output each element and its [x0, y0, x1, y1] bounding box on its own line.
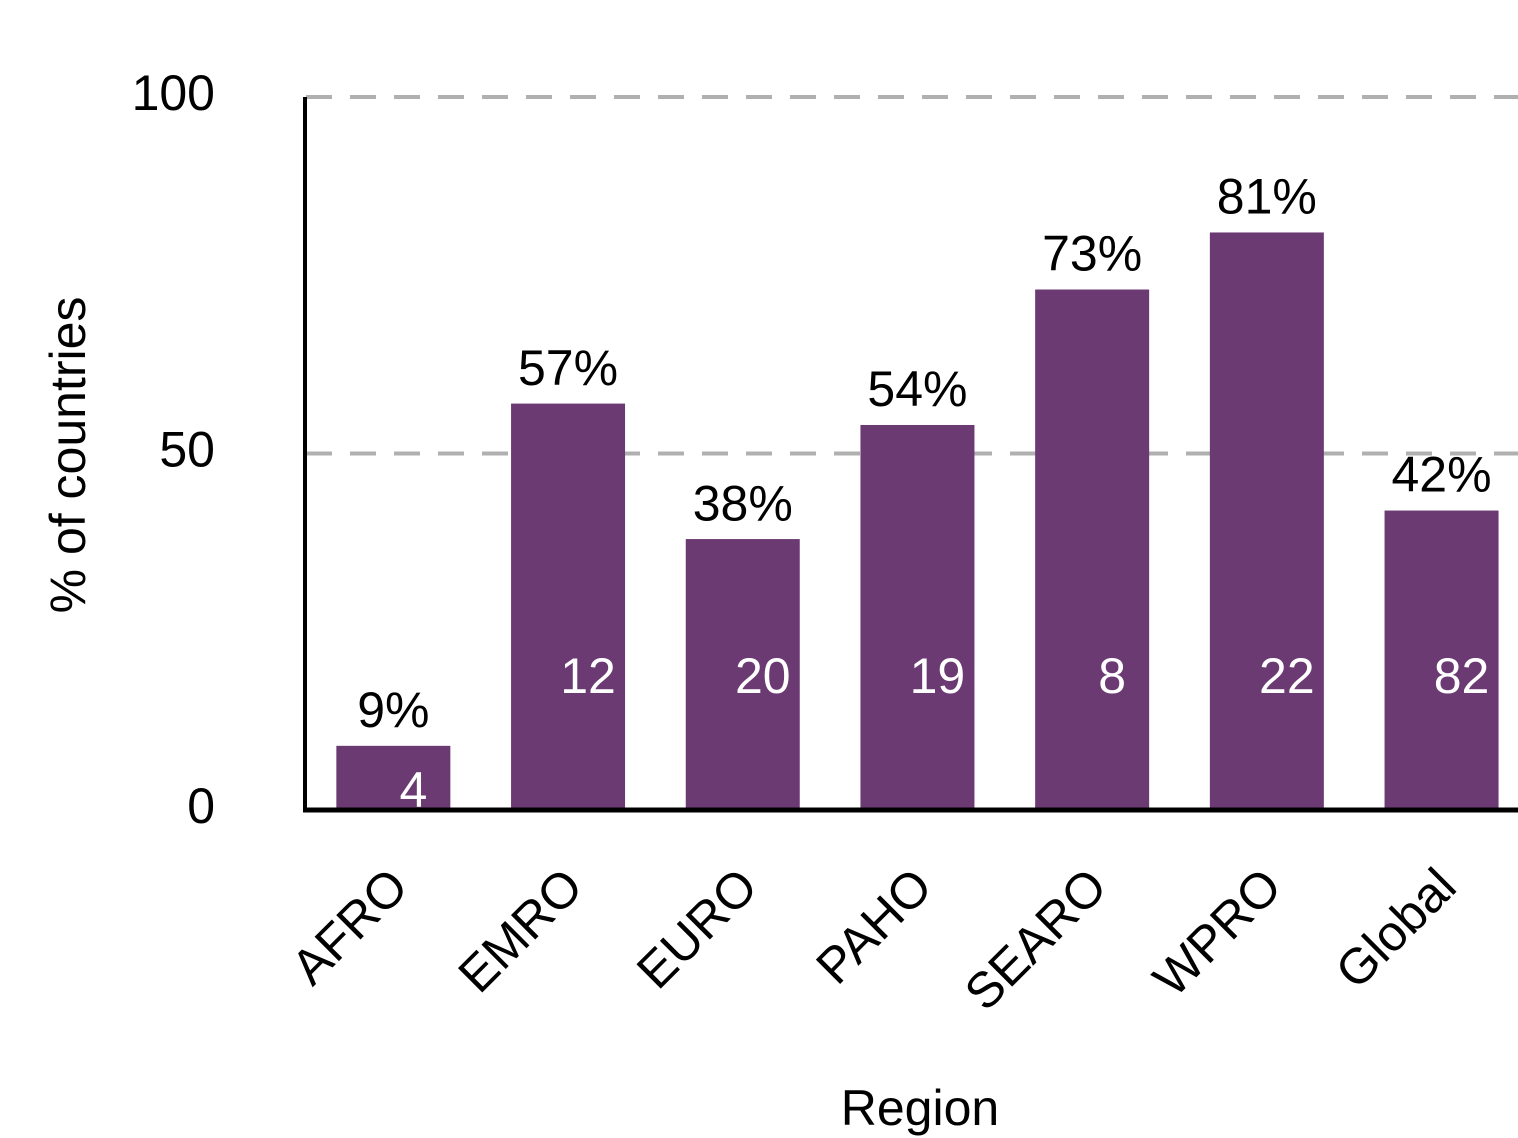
- y-axis-label: % of countries: [40, 297, 96, 614]
- x-tick-label: SEARO: [954, 858, 1117, 1021]
- bar: [860, 424, 975, 810]
- bar: [1384, 510, 1499, 810]
- x-tick-label: PAHO: [805, 858, 942, 995]
- x-axis-label: Region: [841, 1080, 999, 1136]
- bar: [1035, 289, 1150, 810]
- value-label: 54%: [867, 361, 967, 417]
- bar: [336, 745, 451, 810]
- value-label: 57%: [518, 340, 618, 396]
- value-label: 9%: [357, 682, 429, 738]
- count-label: 19: [910, 648, 966, 704]
- count-label: 8: [1098, 648, 1126, 704]
- count-label: 20: [735, 648, 791, 704]
- bar: [1209, 232, 1324, 811]
- x-tick-label: EURO: [626, 858, 768, 1000]
- x-tick-label: EMRO: [448, 858, 594, 1004]
- y-tick-label: 0: [187, 778, 215, 834]
- count-label: 22: [1259, 648, 1315, 704]
- x-tick-label: WPRO: [1142, 858, 1292, 1008]
- value-label: 81%: [1217, 169, 1317, 225]
- value-label: 73%: [1042, 226, 1142, 282]
- bar: [685, 539, 800, 810]
- count-label: 12: [560, 648, 616, 704]
- value-label: 38%: [693, 475, 793, 531]
- x-tick-label: Global: [1325, 858, 1467, 1000]
- y-tick-label: 100: [132, 65, 215, 121]
- bar: [511, 403, 626, 810]
- value-label: 42%: [1392, 447, 1492, 503]
- y-tick-label: 50: [159, 422, 215, 478]
- count-label: 82: [1434, 648, 1490, 704]
- x-tick-label: AFRO: [281, 858, 419, 996]
